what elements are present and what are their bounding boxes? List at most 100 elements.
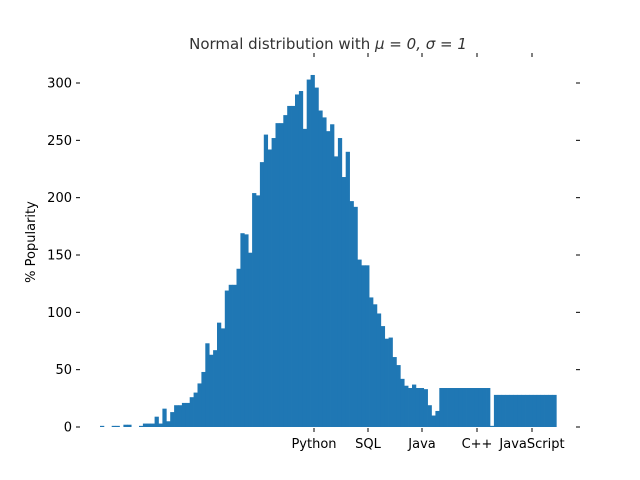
histogram-bar	[334, 156, 339, 427]
histogram-bar	[544, 394, 549, 427]
histogram-bar	[392, 357, 397, 427]
histogram-bar	[123, 424, 128, 427]
histogram-bar	[388, 337, 393, 427]
y-tick-label: 100	[47, 306, 72, 321]
histogram-bar	[509, 394, 514, 427]
histogram-bar	[142, 423, 148, 427]
histogram-bar	[154, 416, 159, 427]
histogram-bar	[279, 123, 284, 427]
histogram-bar	[353, 206, 358, 427]
histogram-bar	[181, 402, 187, 427]
histogram-bar	[213, 350, 218, 427]
histogram-bar	[376, 313, 382, 427]
histogram-bars	[100, 74, 557, 428]
histogram-bar	[486, 388, 491, 427]
histogram-bar	[400, 378, 405, 427]
histogram-bar	[287, 105, 292, 428]
histogram-bar	[244, 234, 249, 427]
histogram-bar	[412, 384, 417, 427]
histogram-bar	[256, 195, 261, 427]
histogram-bar	[478, 388, 483, 427]
histogram-bar	[283, 115, 288, 428]
y-axis-title: % Popularity	[24, 201, 39, 283]
histogram-bar	[291, 105, 296, 428]
histogram-bar	[408, 388, 413, 427]
x-tick-label: C++	[462, 437, 493, 452]
histogram-bar	[447, 388, 452, 427]
histogram-bar	[271, 138, 276, 428]
histogram-bar	[497, 394, 503, 427]
chart-title-math: μ = 0, σ = 1	[374, 35, 467, 53]
histogram-bar	[384, 338, 389, 427]
histogram-bar	[236, 268, 241, 427]
histogram-bar	[298, 91, 304, 427]
histogram-bar	[217, 322, 222, 427]
histogram-bar	[197, 383, 202, 427]
y-tick-label: 50	[55, 363, 72, 378]
histogram-bar	[454, 388, 460, 427]
histogram-bar	[170, 412, 175, 427]
histogram-bar	[248, 252, 253, 427]
histogram-bar	[162, 408, 167, 427]
histogram-bar	[357, 259, 362, 427]
y-tick-label: 150	[47, 249, 72, 264]
histogram-bar	[193, 392, 198, 427]
histogram-bar	[174, 405, 179, 427]
histogram-bar	[361, 265, 366, 427]
histogram-bar	[536, 394, 542, 427]
x-tick-label: Python	[291, 437, 336, 452]
histogram-bar	[490, 425, 495, 427]
histogram-bar	[482, 388, 487, 427]
histogram-bar	[431, 415, 436, 427]
histogram-bar	[548, 394, 553, 427]
histogram-bar	[474, 388, 479, 427]
x-tick-label: Java	[407, 437, 435, 452]
histogram-bar	[224, 290, 230, 427]
histogram-bar	[532, 394, 538, 427]
histogram-bar	[341, 177, 347, 427]
histogram-bar	[111, 425, 116, 427]
chart-title: Normal distribution with μ = 0, σ = 1	[189, 35, 467, 53]
histogram-bar	[529, 394, 534, 427]
histogram-bar	[552, 394, 557, 427]
y-tick-label: 0	[64, 421, 72, 436]
x-axis: Python SQL Java C++ JavaScript	[291, 53, 565, 452]
histogram-bar	[501, 394, 506, 427]
histogram-bar	[369, 297, 374, 427]
histogram-bar	[451, 388, 456, 427]
histogram-bar	[100, 425, 105, 427]
histogram-bar	[209, 354, 214, 427]
histogram-bar	[525, 394, 530, 427]
histogram-bar	[330, 124, 335, 427]
histogram-bar	[326, 131, 331, 427]
histogram-bar	[396, 365, 401, 427]
histogram-bar	[419, 388, 425, 427]
histogram-bar	[127, 424, 132, 427]
chart-title-text: Normal distribution with	[189, 35, 375, 53]
histogram-bar	[263, 134, 269, 427]
x-tick-label: JavaScript	[498, 437, 564, 452]
histogram-bar	[232, 284, 237, 427]
histogram-bar	[373, 304, 378, 427]
histogram-bar	[540, 394, 545, 427]
histogram-bar	[365, 265, 370, 427]
histogram-bar	[267, 149, 272, 427]
histogram-bar	[150, 423, 155, 427]
x-tick-label: SQL	[355, 437, 381, 452]
histogram-bar	[470, 388, 475, 427]
histogram-bar	[349, 201, 354, 427]
y-tick-label: 200	[47, 191, 72, 206]
histogram-bar	[259, 162, 265, 427]
histogram-bar	[205, 343, 210, 427]
histogram-bar	[275, 123, 280, 427]
histogram-bar	[415, 388, 421, 427]
histogram-bar	[318, 110, 323, 428]
histogram-bar	[189, 397, 194, 427]
histogram-bar	[115, 425, 120, 427]
histogram-bar	[505, 394, 510, 427]
histogram-bar	[240, 233, 245, 427]
histogram-bar	[306, 79, 311, 427]
histogram-bar	[228, 284, 233, 427]
histogram-bar	[337, 138, 343, 428]
histogram-bar	[439, 388, 444, 427]
